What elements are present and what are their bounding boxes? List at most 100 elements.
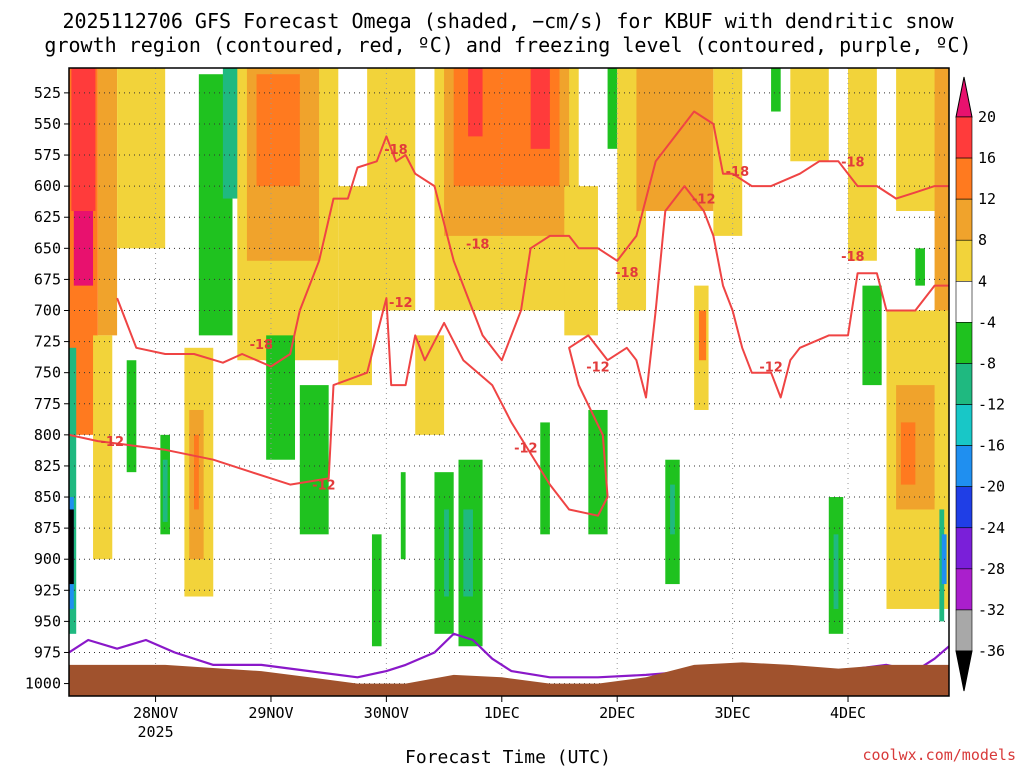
omega-cell (900, 422, 916, 485)
omega-cell (126, 360, 137, 473)
y-tick-label: 875 (34, 519, 61, 537)
omega-cell (607, 68, 618, 149)
colorbar-label: 12 (978, 190, 996, 208)
omega-cell (713, 68, 743, 236)
omega-cell (530, 68, 550, 149)
colorbar-band (955, 486, 973, 529)
omega-cell (400, 472, 406, 560)
contour-label: -18 (726, 165, 750, 180)
colorbar-label: -32 (978, 601, 1005, 619)
y-tick-label: 675 (34, 270, 61, 288)
y-tick-label: 800 (34, 426, 61, 444)
colorbar-label: 20 (978, 108, 996, 126)
y-tick-label: 825 (34, 457, 61, 475)
y-tick-label: 600 (34, 177, 61, 195)
contour-label: -12 (101, 435, 125, 450)
chart-title-line-2: growth region (contoured, red, ºC) and f… (44, 33, 971, 57)
y-tick-label: 625 (34, 208, 61, 226)
colorbar-band (955, 116, 973, 159)
x-tick-label: 28NOV (133, 704, 178, 722)
y-tick-label: 750 (34, 364, 61, 382)
omega-cell (371, 534, 382, 647)
colorbar-label: -36 (978, 642, 1005, 660)
omega-shading (69, 68, 949, 647)
omega-cell (162, 459, 168, 522)
y-tick-label: 975 (34, 643, 61, 661)
contour-label: -12 (312, 479, 336, 494)
omega-cell (468, 68, 483, 137)
contour-label: -18 (841, 250, 865, 265)
x-tick-label: 4DEC (830, 704, 866, 722)
omega-cell (69, 509, 74, 585)
contour-label: -18 (466, 237, 490, 252)
colorbar-band (955, 404, 973, 446)
y-tick-label: 900 (34, 550, 61, 568)
omega-cell (463, 509, 473, 597)
plot-frame (68, 67, 950, 697)
y-tick-label: 650 (34, 239, 61, 257)
omega-cell (194, 434, 199, 510)
terrain-fill (69, 662, 949, 696)
colorbar-band (955, 527, 973, 570)
omega-cell (97, 68, 118, 336)
omega-cell (862, 285, 882, 386)
omega-cell (256, 74, 300, 187)
colorbar-band (955, 239, 973, 282)
y-tick-label: 1000 (25, 675, 61, 693)
x-tick-label: 29NOV (248, 704, 293, 722)
colorbar-label: -12 (978, 396, 1005, 414)
contour-label: -12 (759, 360, 783, 375)
omega-cell (848, 68, 877, 261)
colorbar: 20 16 12 8 4 -4 -8 -12 -16 -20 -24 -28 -32 -36 (955, 76, 1005, 692)
colorbar-band (955, 445, 973, 487)
contour-label: -18 (384, 143, 408, 158)
colorbar-band (955, 363, 973, 405)
y-tick-label: 575 (34, 146, 61, 164)
terrain-ground (69, 662, 949, 696)
omega-cell (222, 68, 243, 199)
x-tick-label: 30NOV (364, 704, 409, 722)
omega-cell (833, 534, 839, 609)
y-tick-label: 700 (34, 301, 61, 319)
omega-cell (71, 68, 96, 212)
colorbar-label: -24 (978, 519, 1005, 537)
colorbar-band (955, 568, 973, 611)
omega-cell (117, 68, 166, 249)
colorbar-label: 4 (978, 272, 987, 290)
omega-cell (299, 385, 329, 535)
chart-title-line-1: 2025112706 GFS Forecast Omega (shaded, −… (62, 9, 954, 33)
colorbar-label: -20 (978, 478, 1005, 496)
omega-cell (564, 186, 598, 336)
y-tick-label: 950 (34, 612, 61, 630)
omega-cell (698, 310, 707, 361)
x-tick-label: 1DEC (484, 704, 520, 722)
x-tick-sublabel: 2025 (137, 723, 173, 741)
contour-label: -18 (841, 155, 865, 170)
colorbar-label: -16 (978, 437, 1005, 455)
omega-cell (69, 347, 77, 634)
colorbar-label: 8 (978, 231, 987, 249)
y-tick-label: 775 (34, 395, 61, 413)
contour-label: -12 (692, 193, 716, 208)
omega-cell (93, 335, 113, 560)
colorbar-label: -28 (978, 560, 1005, 578)
omega-cell (934, 68, 949, 311)
omega-cell (444, 509, 449, 597)
colorbar-band (955, 157, 973, 200)
credit-text: coolwx.com/models (862, 746, 1016, 764)
y-tick-label: 725 (34, 333, 61, 351)
omega-cell (790, 68, 829, 162)
contour-minus-18 (116, 110, 949, 368)
y-axis-ticks: 525 550 575 600 625 650 675 700 725 750 775 800 825 8… (25, 84, 69, 693)
x-tick-label: 3DEC (715, 704, 751, 722)
colorbar-band (955, 609, 973, 652)
colorbar-band (955, 281, 973, 323)
omega-cell (367, 68, 416, 311)
y-tick-label: 525 (34, 84, 61, 102)
omega-cell (670, 484, 675, 535)
colorbar-band (955, 322, 973, 364)
colorbar-band (955, 198, 973, 241)
y-tick-label: 925 (34, 581, 61, 599)
